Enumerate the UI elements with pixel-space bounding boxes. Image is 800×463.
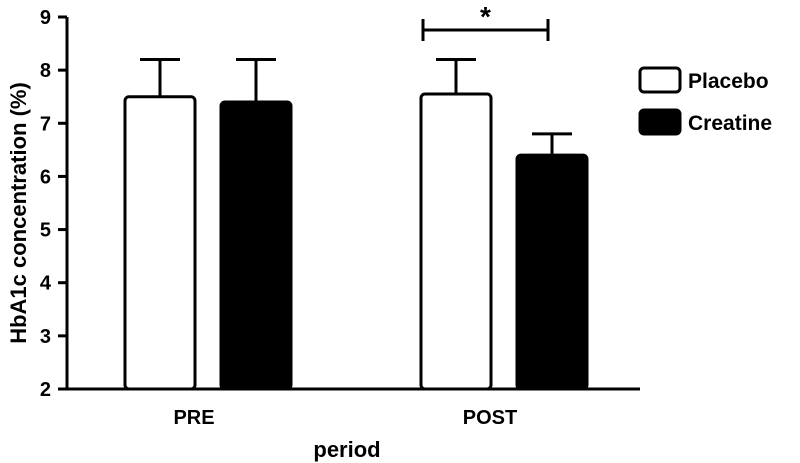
y-tick-label-2: 2 [40, 379, 51, 401]
y-tick-label-4: 4 [40, 273, 52, 295]
legend: Placebo Creatine [638, 66, 772, 136]
y-tick-label-8: 8 [40, 60, 51, 82]
bars [123, 58, 589, 391]
bar-placebo-pre [123, 95, 197, 391]
y-tick-label-5: 5 [40, 220, 51, 242]
x-axis: PRE POST [67, 387, 640, 429]
legend-label-placebo: Placebo [688, 70, 769, 93]
x-axis-title: period [313, 437, 380, 462]
y-axis-title: HbA1c concentration (%) [6, 82, 31, 344]
bar-creatine-pre [219, 100, 293, 391]
x-tick-label-pre: PRE [173, 407, 214, 429]
significance-asterisk: * [480, 1, 491, 32]
legend-swatch-placebo [638, 66, 682, 94]
bar-placebo-post [419, 92, 493, 391]
legend-swatch-creatine [638, 108, 682, 136]
x-tick-label-post: POST [463, 407, 517, 429]
y-tick-label-3: 3 [40, 326, 51, 348]
y-tick-label-9: 9 [40, 7, 51, 29]
bar-creatine-post [515, 153, 589, 391]
legend-label-creatine: Creatine [688, 112, 772, 135]
y-tick-label-7: 7 [40, 113, 51, 135]
significance-annotation: * [421, 1, 550, 41]
y-tick-label-6: 6 [40, 166, 51, 188]
y-axis: 2 3 4 5 6 7 8 9 [40, 7, 69, 401]
